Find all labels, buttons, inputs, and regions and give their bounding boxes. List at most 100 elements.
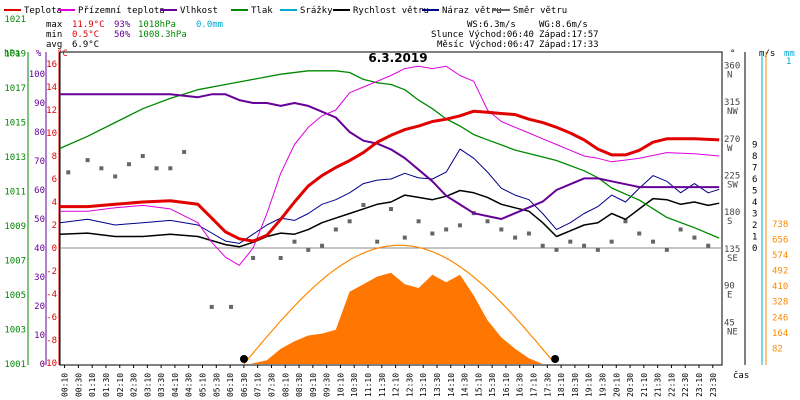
hpa-tick-11: 1003 [4,326,26,336]
plot-area [59,65,720,365]
hpa-tick-12: 1001 [4,360,26,370]
wind-dir-point-14 [306,247,311,252]
moonrise: Měsíc Východ:06:47 [437,40,535,50]
wind-dir-point-4 [126,162,131,167]
dir-name-3: SW [727,181,738,191]
chart-legend: Teplota Přízemní teplota Vlhkost Tlak Srážky… [4,6,567,16]
wm-tick-8: 82 [772,344,783,354]
pct-tick-6: 40 [34,244,45,254]
dir-deg-0: 360 [724,61,740,71]
time-tick-23: 11:30 [378,373,387,397]
plot-frame [59,51,723,366]
stat-max-label: max [46,20,63,30]
solar-clear-sky-curve [243,244,554,365]
wm-tick-3: 492 [772,267,788,277]
dir-deg-3: 225 [724,172,740,182]
legend-label-2: Vlhkost [180,6,218,16]
legend-label-0: Teplota [24,6,62,16]
c-tick-3: 10 [46,129,57,139]
wind-dir-point-11 [251,255,256,260]
time-tick-5: 02:30 [130,373,139,397]
sunrise: Slunce Východ:06:40 [431,30,534,40]
stat-max-press: 1018hPa [138,20,176,30]
dir-name-7: NE [727,327,738,337]
dir-name-6: E [727,291,732,301]
sunset-marker [551,355,560,363]
time-tick-8: 04:10 [171,373,180,397]
wind-dir-point-42 [692,235,697,240]
wind-dir-point-41 [678,227,683,232]
wind-dir-point-36 [609,239,614,244]
pct-tick-10: 0 [40,360,45,370]
wind-dir-point-34 [582,243,587,248]
pct-tick-1: 90 [34,99,45,109]
wind-dir-point-39 [651,239,656,244]
wind-dir-point-18 [361,202,366,207]
wind-dir-point-17 [347,219,352,224]
time-tick-9: 04:30 [185,373,194,397]
wind-gust-line [59,148,720,244]
wind-dir-point-5 [140,154,145,159]
wind-dir-point-28 [499,227,504,232]
wind-dir-point-25 [457,223,462,228]
wind-dir-point-22 [416,219,421,224]
axis-c-label: °C [57,49,68,59]
stat-avg-temp: 6.9°C [72,40,99,50]
wm-tick-1: 656 [772,235,788,245]
hpa-tick-8: 1009 [4,222,26,232]
time-tick-35: 17:30 [543,373,552,397]
axis-deg-label: ° [730,49,735,59]
wind-dir-point-0 [66,170,71,175]
time-tick-22: 11:10 [364,373,373,397]
axis-mm-top: 1 [786,57,791,67]
stat-max-hum: 93% [114,20,131,30]
ms-tick-2: 7 [752,164,757,174]
pct-tick-4: 60 [34,186,45,196]
time-tick-30: 15:10 [474,373,483,397]
ms-tick-6: 3 [752,210,757,220]
time-tick-24: 12:10 [392,373,401,397]
dir-name-1: NW [727,107,738,117]
c-tick-5: 6 [52,175,57,185]
time-tick-40: 20:10 [612,373,621,397]
legend-label-4: Srážky [300,6,333,16]
time-tick-26: 13:10 [419,373,428,397]
wind-dir-point-7 [168,166,173,171]
wm-tick-4: 410 [772,282,788,292]
wind-dir-point-20 [389,207,393,212]
c-tick-9: -2 [46,267,57,277]
legend-label-3: Tlak [251,6,273,16]
wind-dir-point-29 [513,235,518,240]
ground-temperature-line [60,65,720,266]
pct-tick-7: 30 [34,273,45,283]
wind-dir-point-6 [154,166,159,171]
stat-avg-label: avg [46,40,62,50]
c-tick-13: -10 [41,359,57,369]
pct-tick-3: 70 [34,157,45,167]
wind-dir-point-35 [595,247,600,252]
legend-label-1: Přízemní teplota [78,6,165,16]
axis-hpa-label: hPa [4,49,20,59]
time-tick-32: 16:10 [502,373,511,397]
time-tick-46: 23:10 [695,373,704,397]
stat-min-temp: 0.5°C [72,30,99,40]
wind-dir-point-33 [568,239,573,244]
sunset: Západ:17:57 [539,30,599,40]
ms-tick-5: 4 [752,198,757,208]
hpa-tick-2: 1021 [4,15,26,25]
hpa-tick-6: 1013 [4,153,26,163]
time-tick-19: 09:30 [323,373,332,397]
hpa-tick-3: 1019 [4,50,26,60]
time-tick-17: 08:30 [295,373,304,397]
axis-time-label: čas [733,370,749,381]
legend-label-6: Náraz větru [442,6,502,16]
time-tick-27: 13:30 [433,373,442,397]
ms-tick-0: 9 [752,141,757,151]
time-tick-7: 03:30 [157,373,166,397]
wind-dir-point-37 [623,219,628,224]
time-tick-45: 22:30 [681,373,690,397]
wm-tick-2: 574 [772,251,788,261]
hpa-tick-4: 1017 [4,84,26,94]
pct-tick-8: 20 [34,302,45,312]
time-tick-20: 10:10 [336,373,345,397]
